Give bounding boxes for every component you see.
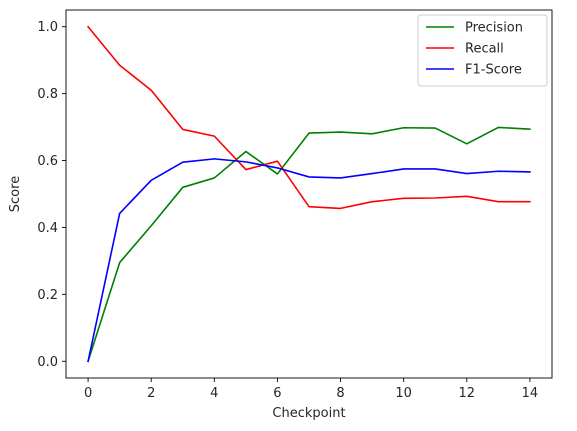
y-axis-label: Score (8, 176, 23, 212)
x-axis-label: Checkpoint (272, 406, 345, 421)
legend: Precision Recall F1-Score (417, 14, 548, 87)
legend-label-recall: Recall (465, 42, 504, 57)
plot-area (86, 25, 531, 363)
x-tick-label: 0 (84, 386, 92, 401)
x-tick-label: 14 (522, 386, 539, 401)
legend-label-f1-score: F1-Score (465, 63, 522, 78)
legend-label-precision: Precision (465, 21, 523, 36)
series-line-recall (86, 25, 531, 210)
y-tick-label: 0.0 (37, 355, 58, 370)
x-tick-label: 2 (147, 386, 155, 401)
axes-frame (65, 9, 553, 379)
y-tick-label: 0.6 (37, 154, 58, 169)
x-tick-label: 4 (210, 386, 218, 401)
axes: 0 2 4 6 8 10 12 14 0.0 0.2 0.4 0.6 0.8 1.0 (37, 9, 553, 401)
y-tick-label: 0.8 (37, 87, 58, 102)
x-tick-label: 6 (273, 386, 281, 401)
y-tick-label: 1.0 (37, 20, 58, 35)
y-tick-label: 0.4 (37, 221, 58, 236)
x-tick-label: 10 (395, 386, 412, 401)
x-tick-label: 8 (336, 386, 344, 401)
series-line-f1-score (87, 158, 531, 363)
series-line-precision (87, 126, 531, 363)
y-tick-label: 0.2 (37, 288, 58, 303)
x-tick-label: 12 (459, 386, 476, 401)
